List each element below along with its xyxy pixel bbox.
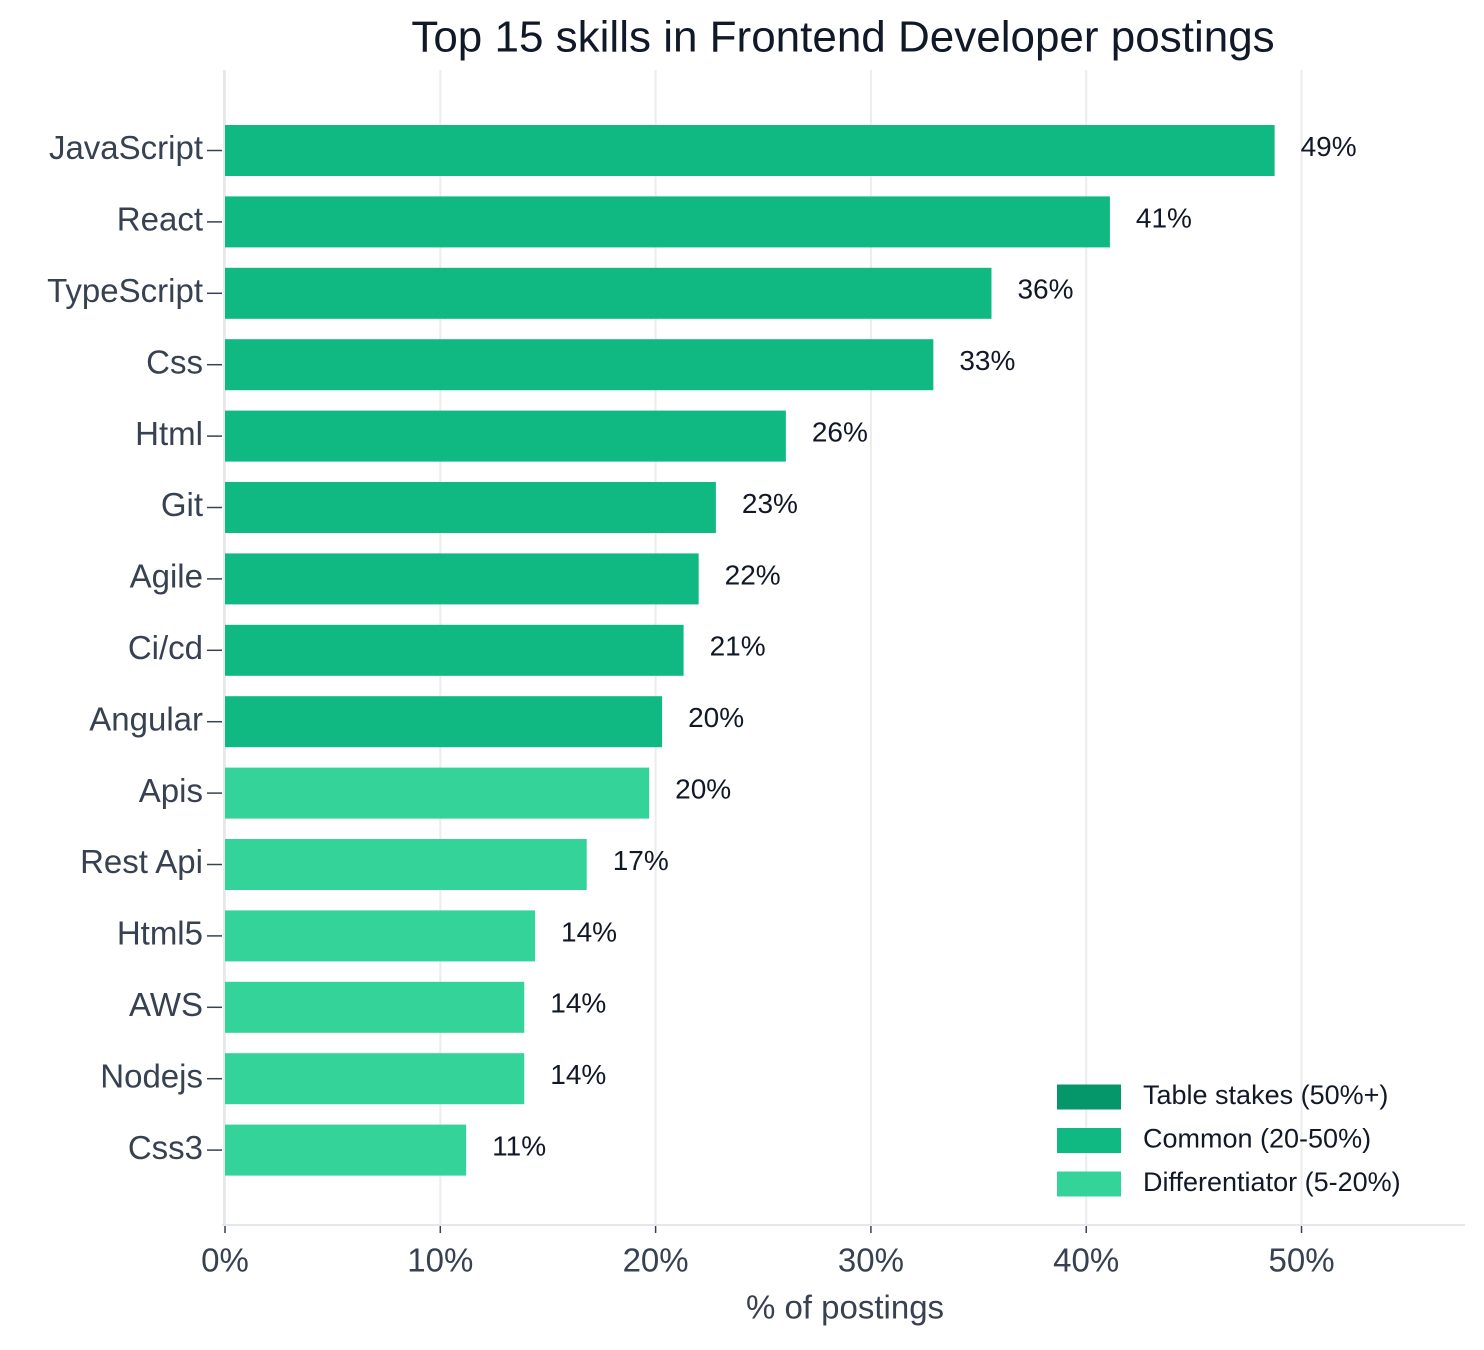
legend-swatch — [1057, 1171, 1121, 1197]
bar — [225, 839, 587, 890]
value-label: 17% — [613, 845, 669, 876]
y-tick-label: Agile — [130, 558, 203, 595]
y-tick-label: React — [117, 201, 203, 238]
legend-label: Common (20-50%) — [1143, 1124, 1371, 1154]
value-label: 20% — [675, 773, 731, 804]
bar — [225, 624, 684, 676]
value-label: 26% — [812, 416, 868, 447]
legend-label: Table stakes (50%+) — [1143, 1080, 1388, 1110]
y-tick-label: Nodejs — [100, 1057, 203, 1094]
legend-swatch — [1057, 1084, 1121, 1110]
bar — [225, 196, 1110, 248]
bar — [225, 910, 536, 962]
bar — [225, 981, 525, 1033]
y-tick-label: JavaScript — [49, 129, 203, 166]
x-tick-label: 50% — [1268, 1242, 1334, 1279]
value-label: 14% — [550, 988, 606, 1019]
value-label: 33% — [959, 345, 1015, 376]
x-axis-label: % of postings — [746, 1289, 944, 1326]
y-tick-label: AWS — [129, 986, 203, 1023]
bar — [225, 339, 934, 391]
bar — [225, 767, 650, 819]
y-tick-label: Angular — [89, 700, 203, 737]
legend-swatch — [1057, 1128, 1121, 1153]
x-tick-label: 0% — [201, 1242, 249, 1279]
bar — [225, 1124, 467, 1176]
value-label: 41% — [1136, 202, 1192, 233]
y-tick-label: TypeScript — [47, 272, 203, 309]
y-tick-label: Apis — [139, 772, 203, 809]
bar — [225, 482, 716, 533]
x-tick-label: 10% — [407, 1242, 473, 1279]
y-tick-label: Html — [135, 415, 203, 452]
y-tick-label: Git — [161, 486, 203, 523]
value-label: 14% — [550, 1059, 606, 1090]
value-label: 20% — [688, 702, 744, 733]
y-tick-label: Rest Api — [80, 843, 203, 880]
bar — [225, 696, 663, 748]
chart-title: Top 15 skills in Frontend Developer post… — [411, 13, 1274, 62]
bar — [225, 125, 1275, 176]
bar — [225, 1053, 525, 1105]
value-label: 22% — [725, 559, 781, 590]
x-tick-label: 20% — [623, 1242, 689, 1279]
value-label: 14% — [561, 916, 617, 947]
legend-label: Differentiator (5-20%) — [1143, 1167, 1401, 1197]
x-tick-label: 40% — [1053, 1242, 1119, 1279]
bar — [225, 553, 699, 605]
value-label: 36% — [1017, 274, 1073, 305]
value-label: 11% — [492, 1130, 546, 1161]
y-tick-label: Css — [146, 343, 203, 380]
bar — [225, 267, 992, 319]
value-label: 23% — [742, 488, 798, 519]
y-tick-label: Css3 — [128, 1129, 203, 1166]
value-label: 21% — [710, 631, 766, 662]
y-tick-label: Ci/cd — [128, 629, 203, 666]
value-label: 49% — [1301, 131, 1357, 162]
x-tick-label: 30% — [838, 1242, 904, 1279]
y-tick-label: Html5 — [117, 915, 203, 952]
bar — [225, 410, 786, 462]
